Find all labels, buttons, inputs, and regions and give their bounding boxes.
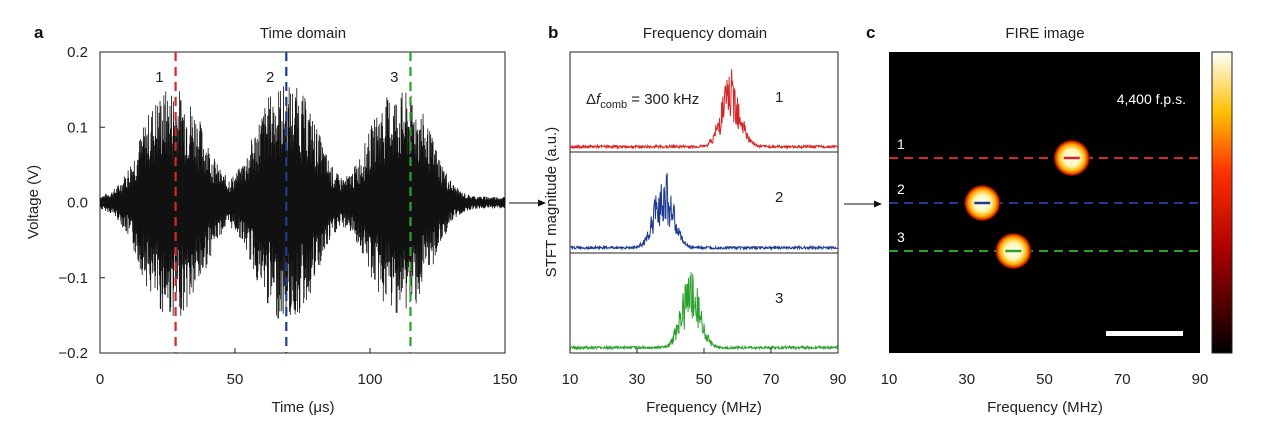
panel-b: b Frequency domain 123 Δfcomb = 300 kHz … xyxy=(543,23,846,416)
panel-a-xticks: 0 50 100 150 xyxy=(96,348,518,388)
panel-a-label: a xyxy=(34,23,44,42)
scale-bar xyxy=(1106,331,1183,336)
a-ytick-label: 0.0 xyxy=(67,195,88,212)
marker-label-1: 1 xyxy=(155,69,163,86)
spectrum-3 xyxy=(569,272,839,351)
frame-rate-label: 4,400 f.p.s. xyxy=(1117,91,1186,107)
colorbar xyxy=(1211,51,1233,354)
panel-b-title: Frequency domain xyxy=(643,25,767,42)
panel-c: c FIRE image 1 2 3 4,400 f.p.s. 10 30 50 70 90… xyxy=(866,23,1233,416)
panel-c-title: FIRE image xyxy=(1005,25,1084,42)
panel-a-ylabel: Voltage (V) xyxy=(25,165,42,239)
marker-label-3: 3 xyxy=(390,69,398,86)
b-xtick-label: 70 xyxy=(763,371,780,388)
panel-b-ylabel: STFT magnitude (a.u.) xyxy=(543,127,560,278)
a-ytick-label: 0.2 xyxy=(67,44,88,61)
a-xtick-label: 0 xyxy=(96,371,104,388)
voltage-trace xyxy=(99,86,506,319)
spectrum-label-1: 1 xyxy=(775,89,783,106)
spectrum-2 xyxy=(569,172,839,251)
c-xtick-label: 30 xyxy=(958,371,975,388)
time-trace xyxy=(99,86,506,319)
b-xtick-label: 50 xyxy=(696,371,713,388)
row-label-1: 1 xyxy=(897,136,905,152)
marker-label-2: 2 xyxy=(266,69,274,86)
panel-b-xticks: 10 30 50 70 90 xyxy=(562,348,847,388)
c-xtick-label: 50 xyxy=(1036,371,1053,388)
spectrum-1 xyxy=(569,69,839,150)
a-ytick-label: 0.1 xyxy=(67,119,88,136)
panel-a-markers: 1 2 3 xyxy=(155,52,412,353)
panel-b-frame xyxy=(569,51,839,354)
panel-c-xticks: 10 30 50 70 90 xyxy=(881,371,1209,388)
comb-spacing-annotation: Δfcomb = 300 kHz xyxy=(586,91,699,111)
b-xtick-label: 10 xyxy=(562,371,579,388)
arrow-b-to-c xyxy=(844,200,882,208)
fire-image-content: 1 2 3 xyxy=(889,136,1200,270)
arrow-a-to-b xyxy=(509,199,546,207)
b-xtick-label: 30 xyxy=(629,371,646,388)
spectra: 1 2 3 xyxy=(569,69,839,351)
spectrum-label-2: 2 xyxy=(775,189,783,206)
panel-b-xlabel: Frequency (MHz) xyxy=(646,399,762,416)
c-xtick-label: 90 xyxy=(1192,371,1209,388)
row-label-2: 2 xyxy=(897,181,905,197)
a-xtick-label: 50 xyxy=(227,371,244,388)
spectrum-label-3: 3 xyxy=(775,290,783,307)
panel-b-label: b xyxy=(548,23,558,42)
a-ytick-label: −0.2 xyxy=(58,345,88,362)
panel-c-label: c xyxy=(866,23,875,42)
panel-a-yticks: −0.2 −0.1 0.0 0.1 0.2 xyxy=(58,44,105,362)
panel-a-title: Time domain xyxy=(260,25,346,42)
a-xtick-label: 150 xyxy=(492,371,517,388)
a-xtick-label: 100 xyxy=(357,371,382,388)
a-ytick-label: −0.1 xyxy=(58,270,88,287)
panel-a-xlabel: Time (μs) xyxy=(271,399,334,416)
panel-a: a Time domain 1 2 3 0 50 100 150 −0.2 −0.1 0.0 0… xyxy=(25,23,518,416)
panel-c-xlabel: Frequency (MHz) xyxy=(987,399,1103,416)
row-label-3: 3 xyxy=(897,229,905,245)
c-xtick-label: 70 xyxy=(1114,371,1131,388)
c-xtick-label: 10 xyxy=(881,371,898,388)
b-xtick-label: 90 xyxy=(830,371,847,388)
